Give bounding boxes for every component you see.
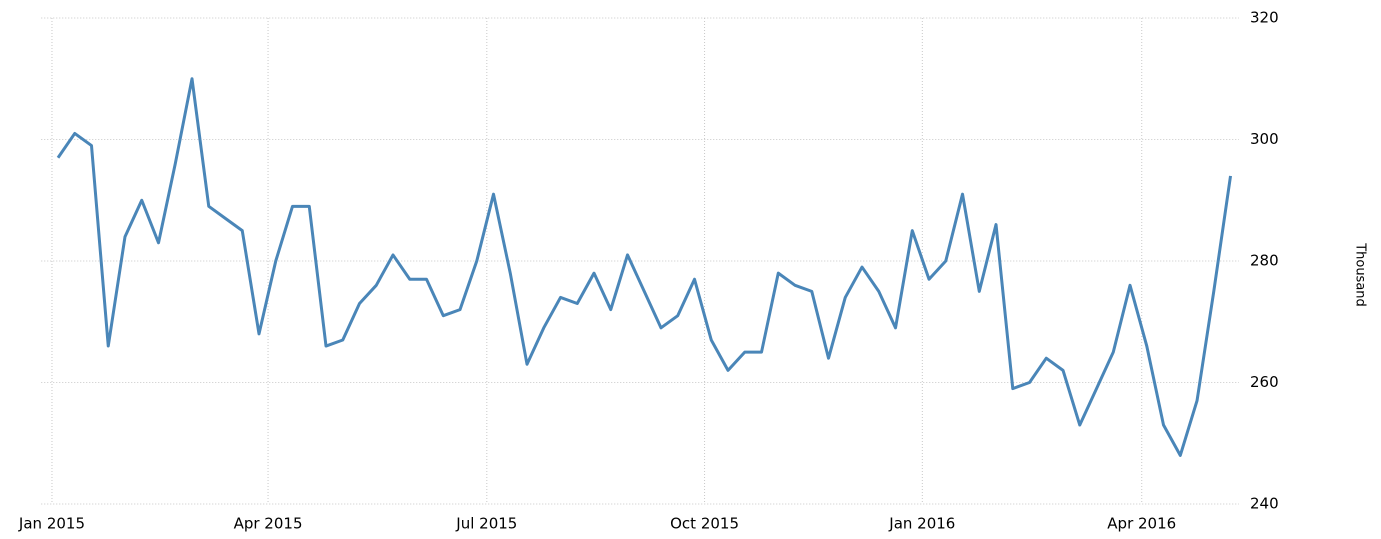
y-tick-label: 240 xyxy=(1250,495,1279,513)
x-tick-label: Jan 2015 xyxy=(18,515,85,533)
y-tick-label: 260 xyxy=(1250,373,1279,391)
x-tick-label: Apr 2016 xyxy=(1107,515,1176,533)
y-tick-label: 300 xyxy=(1250,130,1279,148)
x-tick-label: Apr 2015 xyxy=(234,515,303,533)
y-tick-label: 280 xyxy=(1250,252,1279,270)
x-tick-label: Jul 2015 xyxy=(455,515,517,533)
x-tick-label: Jan 2016 xyxy=(888,515,955,533)
y-tick-label: 320 xyxy=(1250,9,1279,27)
line-series xyxy=(56,77,1233,457)
y-axis-label: Thousand xyxy=(1353,242,1368,307)
x-tick-label: Oct 2015 xyxy=(670,515,739,533)
